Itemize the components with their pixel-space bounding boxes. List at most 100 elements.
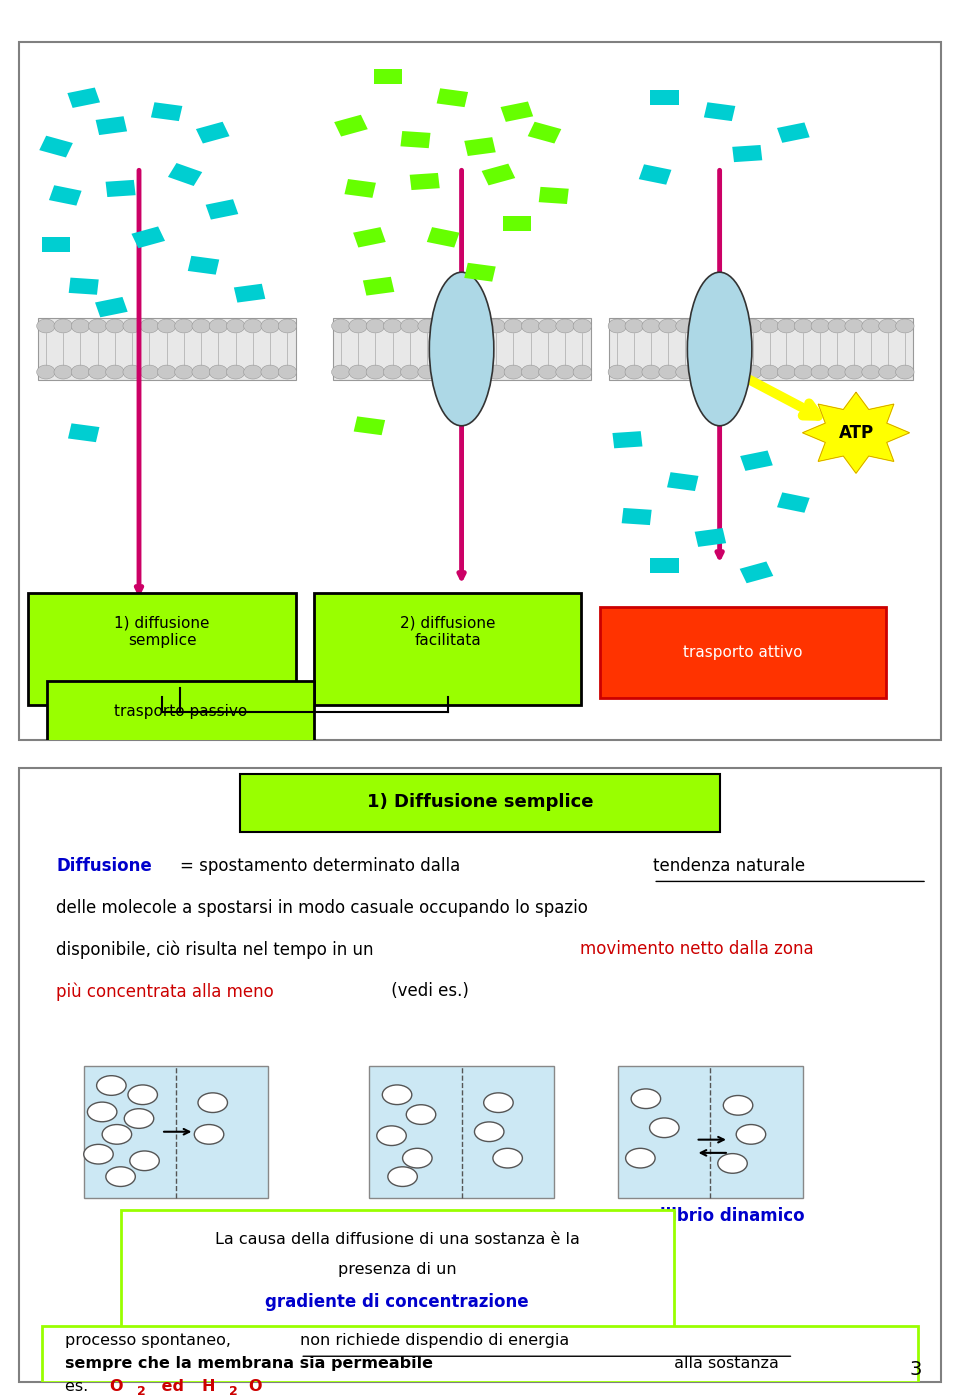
Bar xyxy=(732,145,762,162)
Bar xyxy=(667,472,699,491)
Bar xyxy=(188,255,219,275)
Circle shape xyxy=(194,1125,224,1145)
Circle shape xyxy=(608,366,627,380)
Text: equilibrio dinamico: equilibrio dinamico xyxy=(625,1208,804,1224)
Text: 2) diffusione
facilitata: 2) diffusione facilitata xyxy=(400,616,495,648)
Circle shape xyxy=(140,318,158,332)
Bar xyxy=(205,200,238,219)
Circle shape xyxy=(811,366,829,380)
Text: O: O xyxy=(109,1379,123,1395)
Bar xyxy=(68,423,100,443)
Bar xyxy=(740,451,773,470)
FancyBboxPatch shape xyxy=(29,593,296,705)
Circle shape xyxy=(36,366,55,380)
Text: La causa della diffusione di una sostanza è la: La causa della diffusione di una sostanz… xyxy=(215,1231,580,1247)
Circle shape xyxy=(723,1096,753,1115)
FancyBboxPatch shape xyxy=(240,773,720,832)
Bar xyxy=(345,179,376,198)
Ellipse shape xyxy=(429,272,493,426)
Circle shape xyxy=(743,318,762,332)
Circle shape xyxy=(402,1149,432,1168)
Circle shape xyxy=(87,1101,117,1122)
Circle shape xyxy=(676,366,694,380)
Bar xyxy=(95,297,128,317)
Circle shape xyxy=(718,1153,747,1173)
Circle shape xyxy=(383,366,402,380)
Text: 2: 2 xyxy=(229,1385,238,1396)
Text: non richiede dispendio di energia: non richiede dispendio di energia xyxy=(300,1333,569,1349)
Text: Diffusione: Diffusione xyxy=(56,857,152,875)
Text: O: O xyxy=(248,1379,261,1395)
Text: trasporto attivo: trasporto attivo xyxy=(683,645,803,660)
Bar xyxy=(482,163,516,186)
Bar xyxy=(427,228,460,247)
Circle shape xyxy=(54,366,72,380)
Circle shape xyxy=(659,318,677,332)
Text: 3: 3 xyxy=(909,1360,922,1379)
Circle shape xyxy=(227,318,245,332)
Bar xyxy=(42,237,70,253)
Circle shape xyxy=(123,366,141,380)
Circle shape xyxy=(175,366,193,380)
Bar xyxy=(69,278,99,295)
Circle shape xyxy=(693,366,711,380)
Bar xyxy=(132,226,165,248)
Circle shape xyxy=(192,366,210,380)
Circle shape xyxy=(376,1125,406,1146)
Text: delle molecole a spostarsi in modo casuale occupando lo spazio: delle molecole a spostarsi in modo casua… xyxy=(56,899,588,917)
Circle shape xyxy=(778,318,796,332)
Polygon shape xyxy=(803,392,909,473)
Circle shape xyxy=(452,318,470,332)
Circle shape xyxy=(736,1125,766,1145)
Text: processo spontaneo,: processo spontaneo, xyxy=(65,1333,236,1349)
Circle shape xyxy=(469,318,488,332)
Circle shape xyxy=(71,366,89,380)
Text: movimento netto dalla zona: movimento netto dalla zona xyxy=(580,941,813,959)
Bar xyxy=(465,137,495,156)
Circle shape xyxy=(794,366,812,380)
FancyBboxPatch shape xyxy=(42,1326,918,1382)
Circle shape xyxy=(760,366,779,380)
Circle shape xyxy=(382,1085,412,1104)
Bar xyxy=(695,528,726,547)
Circle shape xyxy=(573,318,591,332)
Bar xyxy=(500,102,533,121)
Circle shape xyxy=(198,1093,228,1113)
Circle shape xyxy=(261,366,279,380)
Circle shape xyxy=(896,366,914,380)
Circle shape xyxy=(106,366,124,380)
Circle shape xyxy=(278,318,297,332)
Bar xyxy=(622,508,652,525)
Circle shape xyxy=(659,366,677,380)
Circle shape xyxy=(383,318,402,332)
Circle shape xyxy=(727,318,745,332)
Bar xyxy=(528,121,562,144)
Circle shape xyxy=(521,366,540,380)
Bar xyxy=(400,131,430,148)
Bar xyxy=(638,165,671,184)
Bar xyxy=(410,173,440,190)
Circle shape xyxy=(88,318,107,332)
Circle shape xyxy=(642,366,660,380)
Circle shape xyxy=(828,366,847,380)
Circle shape xyxy=(474,1122,504,1142)
Text: 2: 2 xyxy=(137,1385,146,1396)
Bar xyxy=(650,91,679,106)
Circle shape xyxy=(84,1145,113,1164)
Circle shape xyxy=(484,1093,514,1113)
Text: tendenza naturale: tendenza naturale xyxy=(653,857,805,875)
Bar xyxy=(106,180,135,197)
Circle shape xyxy=(487,318,505,332)
Text: 1) Diffusione semplice: 1) Diffusione semplice xyxy=(367,793,593,811)
Circle shape xyxy=(642,318,660,332)
Bar xyxy=(234,283,265,303)
Bar xyxy=(67,88,100,107)
Circle shape xyxy=(878,318,898,332)
Circle shape xyxy=(209,318,228,332)
Circle shape xyxy=(88,366,107,380)
Circle shape xyxy=(631,1089,660,1108)
Text: ed: ed xyxy=(156,1379,189,1395)
Circle shape xyxy=(102,1125,132,1145)
Circle shape xyxy=(130,1150,159,1171)
Circle shape xyxy=(128,1085,157,1104)
